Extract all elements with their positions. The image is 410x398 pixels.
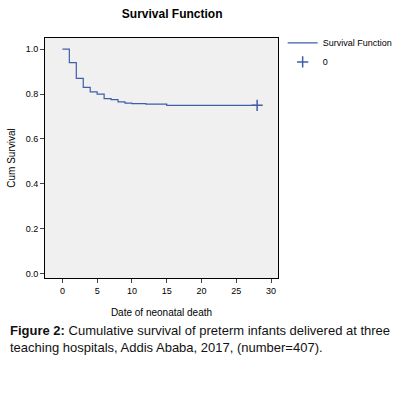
svg-text:25: 25 (231, 286, 241, 296)
svg-text:0: 0 (323, 57, 328, 67)
svg-text:Survival Function: Survival Function (323, 38, 392, 48)
svg-text:Cum Survival: Cum Survival (6, 128, 17, 187)
svg-text:0: 0 (60, 286, 65, 296)
svg-text:20: 20 (196, 286, 206, 296)
svg-text:1.0: 1.0 (26, 44, 39, 54)
svg-text:0.2: 0.2 (26, 224, 39, 234)
svg-text:Survival Function: Survival Function (122, 7, 223, 21)
svg-text:15: 15 (162, 286, 172, 296)
svg-text:0.6: 0.6 (26, 134, 39, 144)
svg-text:30: 30 (266, 286, 276, 296)
html-text:Figure 2: Cumulative survival: Figure 2: Cumulative survival of preterm… (10, 323, 391, 355)
svg-text:Date of neonatal death: Date of neonatal death (111, 307, 212, 318)
svg-text:5: 5 (95, 286, 100, 296)
svg-text:0.0: 0.0 (26, 269, 39, 279)
svg-text:0.8: 0.8 (26, 89, 39, 99)
svg-text:0.4: 0.4 (26, 179, 39, 189)
svg-text:10: 10 (127, 286, 137, 296)
